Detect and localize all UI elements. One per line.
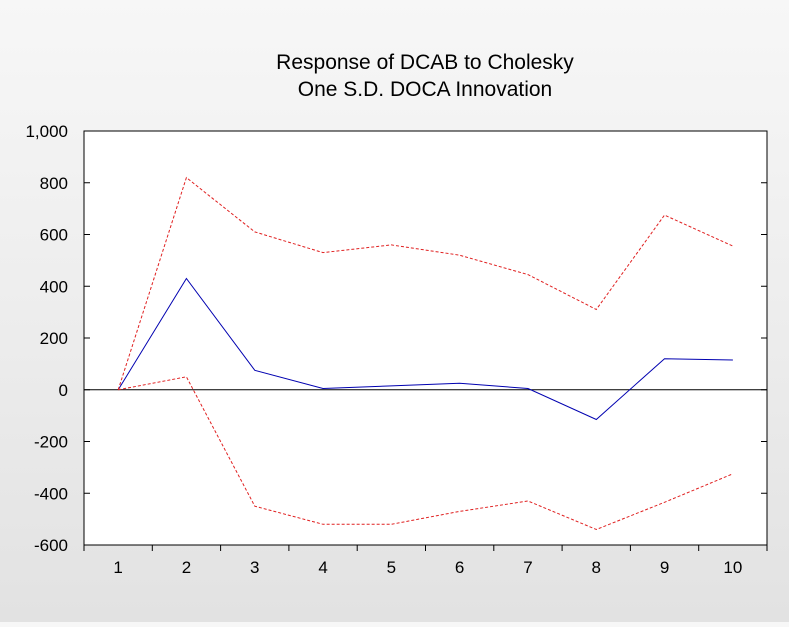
y-tick-label: 800 [40, 174, 68, 193]
x-tick-label: 6 [455, 558, 464, 577]
chart-title-line-2: One S.D. DOCA Innovation [298, 78, 552, 101]
y-tick-label: 0 [59, 381, 68, 400]
x-tick-label: 8 [592, 558, 601, 577]
x-tick-label: 5 [387, 558, 396, 577]
x-axis: 1 2 3 4 5 6 7 8 9 10 [83, 545, 768, 577]
x-tick-label: 10 [723, 558, 742, 577]
series-line-lower-band [118, 376, 734, 531]
x-tick-label: 4 [318, 558, 327, 577]
y-tick-label: 400 [40, 277, 68, 296]
y-axis: 1,000 800 600 400 200 0 -200 -400 -600 [25, 122, 767, 555]
series-line-upper-band [117, 176, 734, 390]
series-group [117, 176, 734, 531]
x-tick-label: 9 [660, 558, 669, 577]
y-tick-label: -400 [34, 484, 68, 503]
y-tick-label: 1,000 [25, 122, 68, 141]
y-tick-label: 600 [40, 226, 68, 245]
plot-area [83, 130, 768, 546]
chart-title-line-1: Response of DCAB to Cholesky [276, 51, 574, 74]
series-line-response [117, 277, 733, 421]
y-tick-label: -200 [34, 433, 68, 452]
y-tick-label: 200 [40, 329, 68, 348]
x-tick-label: 1 [113, 558, 122, 577]
x-tick-label: 3 [250, 558, 259, 577]
x-tick-label: 2 [182, 558, 191, 577]
y-tick-label: -600 [34, 536, 68, 555]
x-tick-label: 7 [523, 558, 532, 577]
